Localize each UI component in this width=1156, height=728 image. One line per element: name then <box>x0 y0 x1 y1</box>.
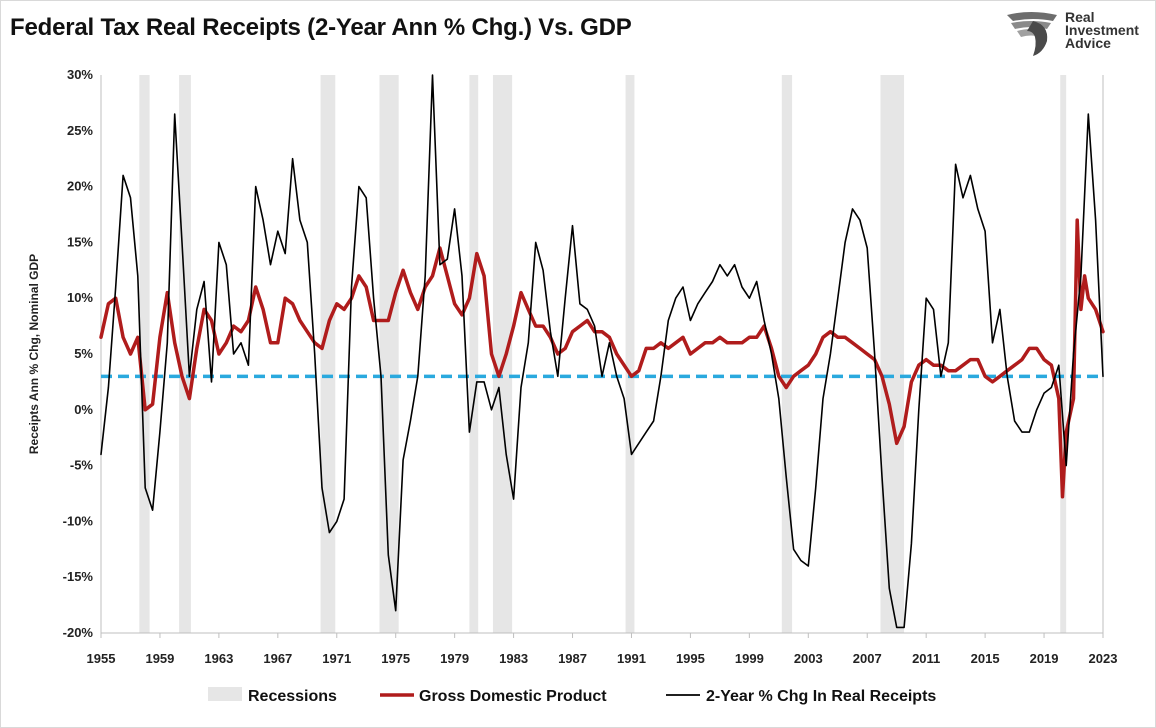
recession-band-7 <box>781 75 793 633</box>
recession-band-8 <box>880 75 905 633</box>
legend-label: Gross Domestic Product <box>419 688 607 705</box>
series-line-gdp <box>99 218 1105 499</box>
x-tick-label: 1959 <box>145 651 174 666</box>
y-tick-label: 5% <box>74 346 93 361</box>
x-tick-label: 1979 <box>440 651 469 666</box>
recession-band-4 <box>469 75 479 633</box>
x-tick-label: 2007 <box>853 651 882 666</box>
y-tick-label: -10% <box>63 513 94 528</box>
recession-band-0 <box>139 75 150 633</box>
x-tick-label: 2023 <box>1089 651 1118 666</box>
y-tick-label: -20% <box>63 625 94 640</box>
x-tick-label: 1971 <box>322 651 351 666</box>
x-tick-label: 1967 <box>263 651 292 666</box>
recession-band-9 <box>1060 75 1067 633</box>
x-tick-label: 1963 <box>204 651 233 666</box>
x-tick-label: 1975 <box>381 651 410 666</box>
logo-line-2: Investment <box>1065 22 1139 38</box>
x-tick-labels: 1955 1959 1963 1967 1971 1975 1979 1983 1987 1991… <box>87 633 1118 666</box>
x-tick-label: 2019 <box>1030 651 1059 666</box>
x-tick-label: 2015 <box>971 651 1000 666</box>
y-tick-label: 10% <box>67 290 93 305</box>
x-tick-label: 1995 <box>676 651 705 666</box>
legend-swatch-recessions <box>208 687 242 701</box>
y-tick-label: 25% <box>67 123 93 138</box>
y-tick-label: -15% <box>63 569 94 584</box>
x-tick-label: 2011 <box>912 651 940 666</box>
y-tick-labels: 30% 25% 20% 15% 10% 5% 0% -5% -10% -15% -20% <box>63 67 94 640</box>
recession-band-2 <box>320 75 336 633</box>
logo-line-1: Real <box>1065 9 1095 25</box>
y-tick-label: -5% <box>70 458 94 473</box>
y-tick-label: 0% <box>74 402 93 417</box>
recession-band-5 <box>492 75 513 633</box>
y-tick-label: 15% <box>67 234 93 249</box>
y-tick-label: 20% <box>67 179 93 194</box>
chart-title: Federal Tax Real Receipts (2-Year Ann % … <box>10 14 632 41</box>
recession-band-3 <box>379 75 399 633</box>
x-tick-label: 2003 <box>794 651 823 666</box>
brand-logo: Real Investment Advice <box>1003 9 1143 57</box>
logo-line-3: Advice <box>1065 35 1111 51</box>
x-tick-label: 1999 <box>735 651 764 666</box>
x-tick-label: 1983 <box>499 651 528 666</box>
y-axis-label: Receipts Ann % Chg, Nominal GDP <box>27 254 41 454</box>
legend-label: 2-Year % Chg In Real Receipts <box>706 688 936 705</box>
eagle-icon <box>1007 12 1057 56</box>
x-tick-label: 1991 <box>617 651 646 666</box>
recession-bands <box>139 75 1067 633</box>
recession-band-6 <box>625 75 635 633</box>
axes <box>100 75 1104 634</box>
recession-band-1 <box>179 75 191 633</box>
legend-label: Recessions <box>248 688 337 705</box>
x-tick-label: 1955 <box>87 651 116 666</box>
x-tick-label: 1987 <box>558 651 587 666</box>
series <box>99 74 1105 629</box>
legend: Recessions Gross Domestic Product 2-Year %… <box>208 687 936 705</box>
series-line-real-receipts <box>100 74 1104 629</box>
y-tick-label: 30% <box>67 67 93 82</box>
